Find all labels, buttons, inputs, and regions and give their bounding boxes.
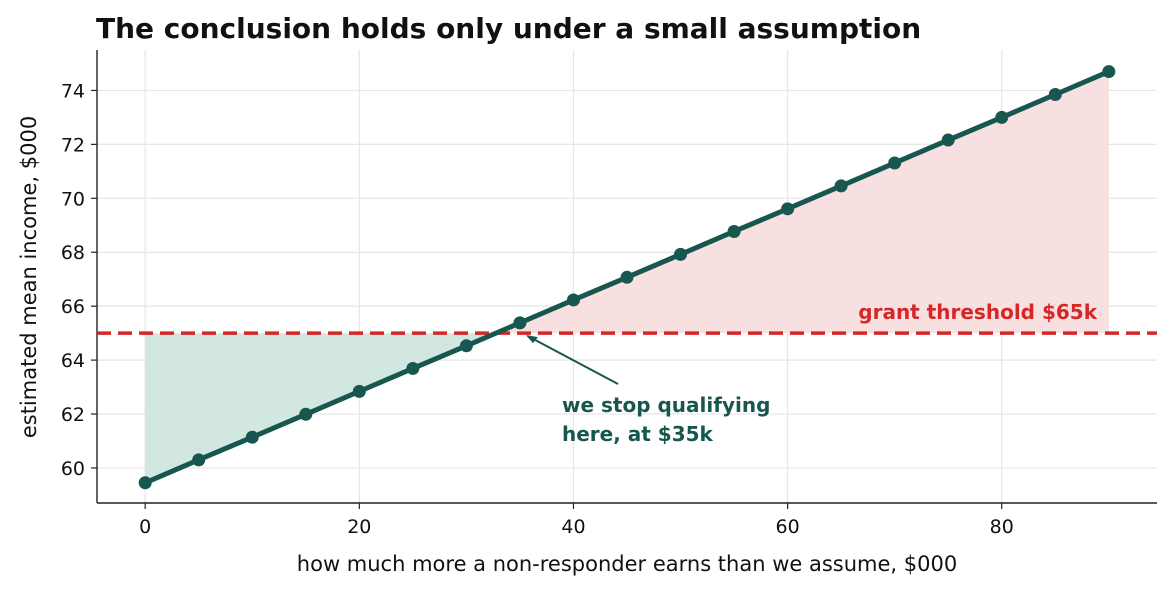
annotation-arrow — [527, 335, 619, 385]
point — [513, 316, 527, 330]
y-tick-label: 70 — [61, 188, 85, 210]
point — [138, 476, 152, 490]
threshold-label: grant threshold $65k — [858, 300, 1097, 324]
point — [674, 247, 688, 261]
y-tick-label: 64 — [61, 350, 85, 372]
x-tick-label: 20 — [347, 516, 371, 538]
x-tick-label: 60 — [776, 516, 800, 538]
point — [245, 430, 259, 444]
point — [1102, 65, 1116, 79]
y-tick-label: 72 — [61, 134, 85, 156]
annotation-text: we stop qualifying — [562, 393, 770, 417]
x-tick-label: 80 — [990, 516, 1014, 538]
annotation-arrowhead — [525, 335, 538, 344]
point — [888, 156, 902, 170]
point — [406, 361, 420, 375]
point — [352, 384, 366, 398]
x-axis-label: how much more a non-responder earns than… — [297, 552, 957, 576]
point — [834, 179, 848, 193]
point — [192, 453, 206, 467]
y-tick-label: 66 — [61, 296, 85, 318]
annotation-text: here, at $35k — [562, 422, 714, 446]
chart-title: The conclusion holds only under a small … — [96, 12, 921, 45]
y-tick-label: 68 — [61, 242, 85, 264]
point — [941, 133, 955, 147]
point — [299, 407, 313, 421]
point — [1048, 87, 1062, 101]
y-axis-label: estimated mean income, $000 — [17, 116, 41, 438]
x-tick-label: 40 — [561, 516, 585, 538]
point — [781, 202, 795, 216]
y-tick-label: 60 — [61, 458, 85, 480]
x-tick-label: 0 — [139, 516, 151, 538]
point — [727, 224, 741, 238]
y-tick-label: 74 — [61, 80, 85, 102]
point — [620, 270, 634, 284]
point — [566, 293, 580, 307]
y-tick-label: 62 — [61, 404, 85, 426]
point — [995, 110, 1009, 124]
point — [459, 339, 473, 353]
